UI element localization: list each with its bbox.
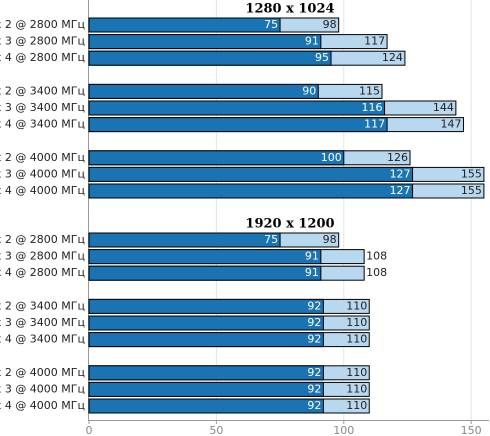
category-label: x 2 @ 3400 МГц <box>0 84 85 97</box>
bar <box>88 83 319 99</box>
category-label: x 4 @ 3400 МГц <box>0 333 85 346</box>
value-label: 108 <box>366 266 387 279</box>
bar <box>88 117 388 133</box>
value-label: 92 <box>307 316 321 329</box>
value-label: 147 <box>441 118 462 131</box>
category-label: x 4 @ 4000 МГц <box>0 399 85 412</box>
bar <box>88 34 322 50</box>
value-label: 92 <box>307 299 321 312</box>
category-label: x 4 @ 2800 МГц <box>0 266 85 279</box>
category-label: x 3 @ 3400 МГц <box>0 101 85 114</box>
value-label: 110 <box>346 299 367 312</box>
value-label: 110 <box>346 316 367 329</box>
x-tick-label: 100 <box>333 424 354 436</box>
value-label: 115 <box>359 84 380 97</box>
value-label: 124 <box>382 51 403 64</box>
x-tick-label: 50 <box>209 424 223 436</box>
value-label: 155 <box>461 167 482 180</box>
value-label: 95 <box>315 51 329 64</box>
value-label: 92 <box>307 382 321 395</box>
bar <box>88 183 414 199</box>
x-tick-label: 0 <box>86 424 93 436</box>
value-label: 92 <box>307 399 321 412</box>
value-label: 98 <box>323 18 337 31</box>
chart-title: 1920 x 1200 <box>245 217 334 232</box>
category-label: x 2 @ 3400 МГц <box>0 299 85 312</box>
value-label: 91 <box>305 250 319 263</box>
bar <box>88 50 332 66</box>
category-label: x 3 @ 4000 МГц <box>0 382 85 395</box>
value-label: 108 <box>366 250 387 263</box>
bar <box>88 232 281 248</box>
value-label: 117 <box>364 118 385 131</box>
bar <box>88 365 324 381</box>
value-label: 110 <box>346 333 367 346</box>
bar <box>88 381 324 397</box>
value-label: 116 <box>362 101 383 114</box>
value-label: 91 <box>305 35 319 48</box>
category-label: x 2 @ 2800 МГц <box>0 18 85 31</box>
bar <box>88 150 345 166</box>
category-label: x 2 @ 4000 МГц <box>0 366 85 379</box>
bar <box>88 298 324 314</box>
value-label: 92 <box>307 333 321 346</box>
bar <box>88 332 324 348</box>
value-label: 75 <box>264 18 278 31</box>
value-label: 144 <box>433 101 454 114</box>
value-label: 75 <box>264 233 278 246</box>
category-label: x 3 @ 2800 МГц <box>0 35 85 48</box>
value-label: 110 <box>346 382 367 395</box>
category-label: x 3 @ 2800 МГц <box>0 250 85 263</box>
category-label: x 4 @ 3400 МГц <box>0 118 85 131</box>
value-label: 126 <box>387 151 408 164</box>
value-label: 117 <box>364 35 385 48</box>
chart-title: 1280 x 1024 <box>245 2 334 17</box>
value-label: 100 <box>321 151 342 164</box>
value-label: 91 <box>305 266 319 279</box>
category-label: x 3 @ 3400 МГц <box>0 316 85 329</box>
value-label: 92 <box>307 366 321 379</box>
bar <box>88 17 281 33</box>
value-label: 110 <box>346 399 367 412</box>
value-label: 155 <box>461 184 482 197</box>
category-label: x 4 @ 4000 МГц <box>0 184 85 197</box>
value-label: 98 <box>323 233 337 246</box>
category-label: x 2 @ 2800 МГц <box>0 233 85 246</box>
category-label: x 2 @ 4000 МГц <box>0 151 85 164</box>
bar <box>88 398 324 414</box>
value-label: 90 <box>302 84 316 97</box>
bar <box>88 315 324 331</box>
x-tick-label: 150 <box>461 424 482 436</box>
bar <box>88 265 322 281</box>
value-label: 110 <box>346 366 367 379</box>
value-label: 127 <box>390 184 411 197</box>
value-label: 127 <box>390 167 411 180</box>
category-label: x 4 @ 2800 МГц <box>0 51 85 64</box>
bar <box>88 100 386 116</box>
bar <box>88 166 414 182</box>
category-label: x 3 @ 4000 МГц <box>0 167 85 180</box>
bar <box>88 249 322 265</box>
grid <box>215 0 472 420</box>
